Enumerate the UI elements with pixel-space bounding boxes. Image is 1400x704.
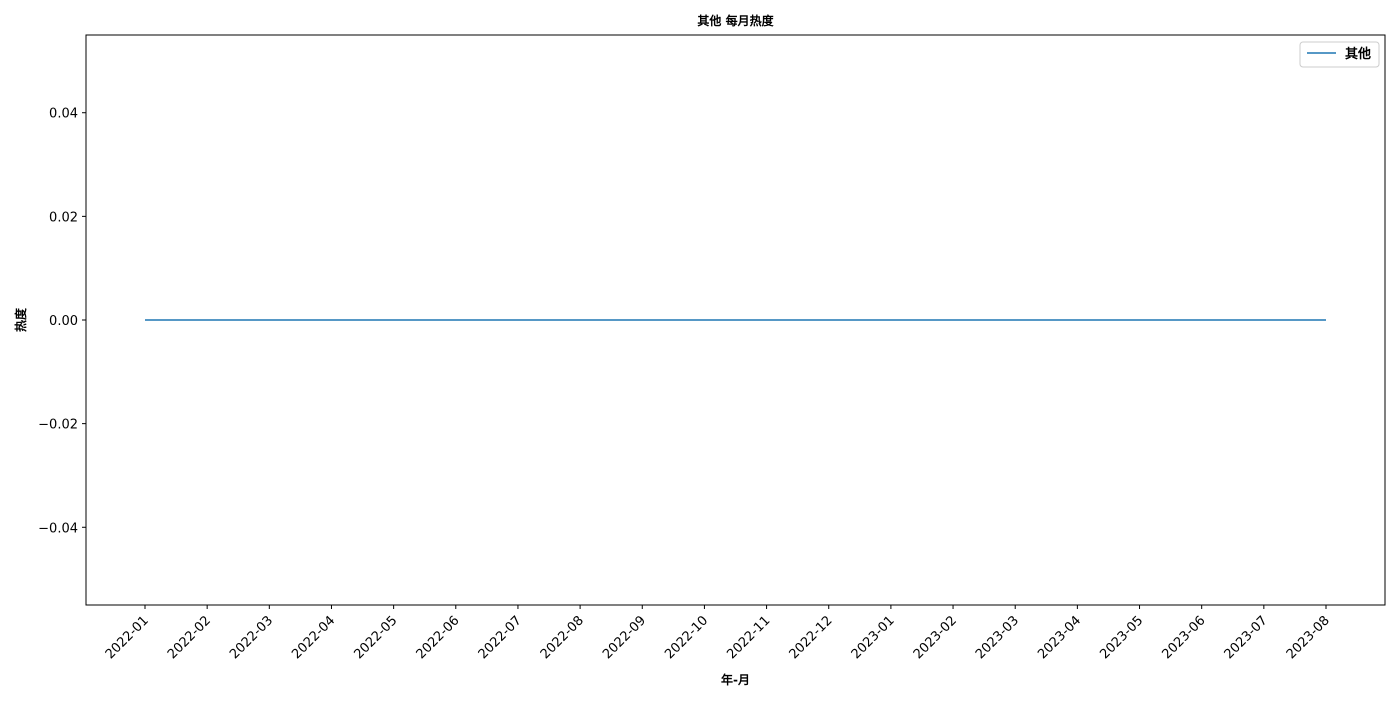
y-axis-label: 热度 [13,307,28,332]
y-tick-label: 0.00 [49,314,78,329]
legend-label: 其他 [1345,46,1371,62]
y-tick-label: −0.04 [38,521,78,536]
y-tick-label: 0.02 [49,210,78,225]
plot-frame [85,34,1386,606]
y-axis-ticks: 0.04 0.02 0.00 −0.02 −0.04 [38,107,86,536]
y-tick-label: −0.02 [38,418,78,433]
x-axis-label: 年-月 [721,672,750,687]
y-tick-label: 0.04 [49,107,78,122]
legend-box [1299,41,1380,68]
legend: 其他 [1299,41,1380,68]
chart-title: 其他 每月热度 [697,13,774,28]
